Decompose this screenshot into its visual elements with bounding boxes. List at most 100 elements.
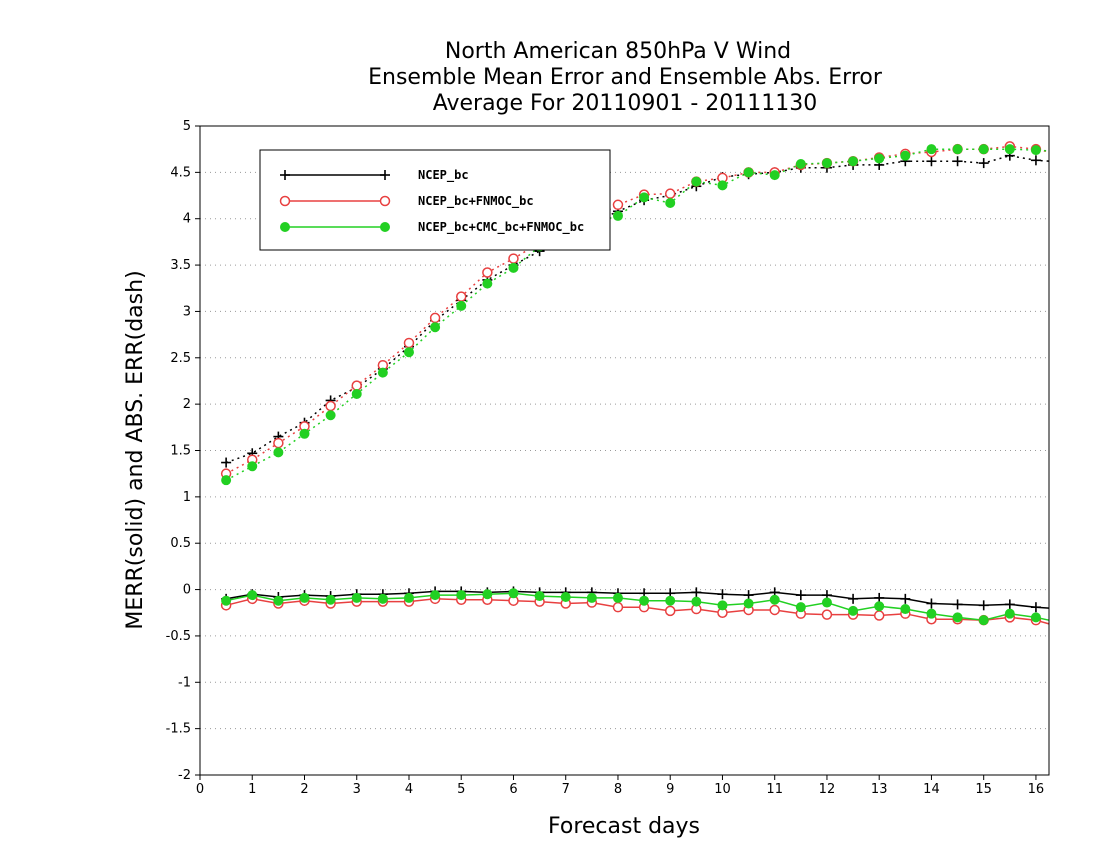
x-tick-label: 5 <box>457 782 465 797</box>
y-tick-label: 2 <box>183 397 191 412</box>
series-1-abs-err-point <box>926 156 937 167</box>
y-tick-label: -1.5 <box>166 722 191 737</box>
series-3-mean-err-point <box>1030 612 1041 623</box>
series-3-mean-err-point <box>900 604 911 615</box>
series-1-abs-err-point <box>221 457 232 468</box>
series-3-mean-err-point <box>926 608 937 619</box>
series-1-mean-err-point <box>952 599 963 610</box>
x-tick-label: 6 <box>509 782 517 797</box>
series-3-mean-err-point <box>534 591 545 602</box>
y-tick-label: 1 <box>183 490 191 505</box>
series-3-abs-err-point <box>978 144 989 155</box>
series-3-mean-err-point <box>560 591 571 602</box>
series-2-mean-err-point <box>769 604 780 616</box>
series-3-mean-err-point <box>299 592 310 603</box>
series-2-mean-err-point <box>612 601 624 613</box>
series-3-abs-err-point <box>377 367 388 378</box>
title-line-3: Average For 20110901 - 20111130 <box>433 91 818 116</box>
series-3-abs-err-point <box>351 388 362 399</box>
legend-item-1-marker-left <box>280 170 290 180</box>
series-2-abs-err-point <box>482 267 493 278</box>
series-1-mean-err-point <box>1004 599 1015 610</box>
series-3-abs-err-point <box>639 192 650 203</box>
series-3-abs-err-point <box>665 197 676 208</box>
series-1-mean-err-point <box>874 592 885 603</box>
legend-box <box>259 149 611 251</box>
legend-item-2-label: NCEP_bc+FNMOC_bc <box>418 194 534 209</box>
series-3-mean-err-point <box>273 595 284 606</box>
series-markers <box>220 141 1042 626</box>
series-1-mean-err-point <box>978 600 989 611</box>
x-tick-label: 3 <box>353 782 361 797</box>
series-2-abs-err-line <box>225 145 1050 475</box>
legend-item-2-marker-left <box>279 195 291 207</box>
series-3-abs-err-point <box>821 158 832 169</box>
plot-frame <box>199 125 1050 776</box>
x-tick-label: 12 <box>819 782 836 797</box>
legend-item-1-label: NCEP_bc <box>418 168 469 183</box>
series-3-abs-err-point <box>795 159 806 170</box>
series-3-mean-err-point <box>221 595 232 606</box>
series-3-mean-err-point <box>952 612 963 623</box>
series-3-abs-err-point <box>769 170 780 181</box>
x-tick-label: 7 <box>562 782 570 797</box>
series-lines <box>225 145 1050 625</box>
y-tick-label: 3 <box>183 304 191 319</box>
series-3-mean-err-point <box>848 605 859 616</box>
y-tick-label: -1 <box>178 675 191 690</box>
series-3-abs-err-point <box>403 347 414 358</box>
series-3-mean-err-point <box>377 593 388 604</box>
x-tick-label: 1 <box>248 782 256 797</box>
title-line-1: North American 850hPa V Wind <box>445 39 791 64</box>
series-3-mean-err-point <box>508 588 519 599</box>
legend-item-3-marker-right <box>380 222 390 232</box>
series-3-abs-err-point <box>221 475 232 486</box>
series-2-abs-err-point <box>351 380 362 391</box>
series-1-mean-err-point <box>717 589 728 600</box>
series-3-mean-err-point <box>639 595 650 606</box>
series-2-mean-err-point <box>664 605 676 617</box>
series-2-abs-err-point <box>429 312 441 324</box>
y-tick-label: 5 <box>183 119 191 134</box>
series-3-mean-err-point <box>456 590 467 601</box>
series-1-mean-err-point <box>1030 602 1041 613</box>
y-tick-label: 0 <box>183 583 191 598</box>
series-3-abs-err-point <box>952 144 963 155</box>
series-3-abs-err-point <box>247 461 258 472</box>
x-tick-label: 10 <box>714 782 731 797</box>
x-tick-label: 15 <box>975 782 992 797</box>
y-tick-label: -0.5 <box>166 629 191 644</box>
series-3-abs-err-point <box>273 447 284 458</box>
x-tick-label: 0 <box>196 782 204 797</box>
series-1-abs-err-point <box>978 158 989 169</box>
series-3-mean-err-point <box>743 598 754 609</box>
series-3-abs-err-point <box>848 156 859 167</box>
series-1-abs-err-point <box>952 156 963 167</box>
series-1-mean-err-point <box>900 593 911 604</box>
series-3-mean-err-point <box>874 601 885 612</box>
series-1-mean-err-point <box>848 593 859 604</box>
series-2-abs-err-point <box>455 291 467 302</box>
grid-lines <box>200 171 1049 730</box>
series-3-abs-err-point <box>1030 145 1041 156</box>
y-tick-label: 4.5 <box>170 165 191 180</box>
series-2-abs-err-point <box>664 188 676 199</box>
x-axis-label: Forecast days <box>548 814 700 839</box>
series-3-mean-err-point <box>430 590 441 601</box>
series-3-abs-err-point <box>874 153 885 164</box>
legend-item-3-label: NCEP_bc+CMC_bc+FNMOC_bc <box>418 220 584 235</box>
series-3-abs-err-point <box>926 144 937 155</box>
legend-item-1-marker-right <box>380 170 390 180</box>
series-1-mean-err-point <box>795 590 806 601</box>
x-tick-label: 16 <box>1028 782 1045 797</box>
series-1-mean-err-point <box>691 587 702 598</box>
title-line-2: Ensemble Mean Error and Ensemble Abs. Er… <box>368 65 883 90</box>
series-3-mean-err-point <box>351 592 362 603</box>
legend-item-3-marker-left <box>280 222 290 232</box>
x-tick-label: 11 <box>766 782 783 797</box>
series-3-abs-err-point <box>1004 144 1015 155</box>
y-tick-label: -2 <box>178 768 191 783</box>
y-tick-label: 2.5 <box>170 351 191 366</box>
series-3-mean-err-point <box>586 592 597 603</box>
series-3-mean-err-point <box>403 592 414 603</box>
